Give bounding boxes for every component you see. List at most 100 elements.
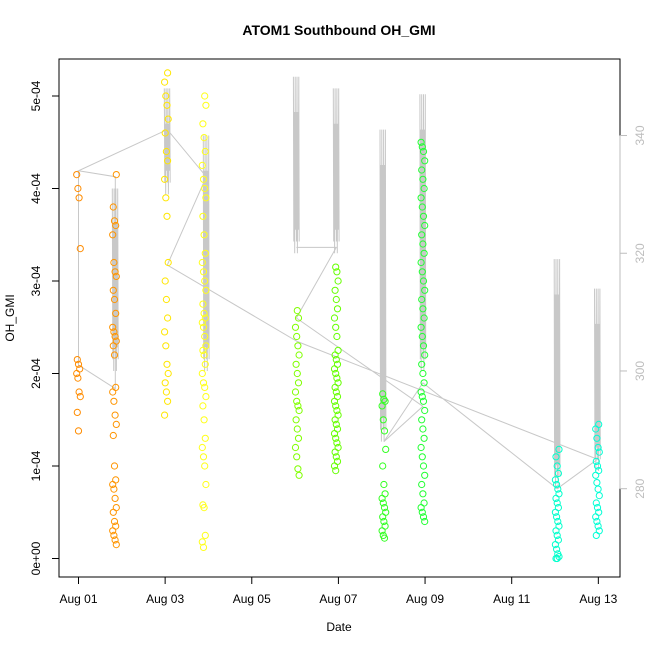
data-point — [593, 479, 601, 487]
data-point — [418, 480, 426, 489]
data-point — [201, 184, 209, 193]
data-point — [110, 531, 118, 540]
data-point — [333, 332, 341, 341]
data-point — [418, 453, 426, 461]
x-tick-label: Aug 01 — [59, 592, 97, 606]
data-point — [294, 314, 303, 322]
data-point — [418, 143, 426, 151]
data-point — [163, 212, 171, 220]
data-point — [379, 462, 387, 470]
y-tick-label: 3e-04 — [29, 265, 43, 296]
data-point — [109, 431, 117, 440]
data-point — [552, 453, 560, 461]
data-point — [380, 427, 389, 435]
data-point — [592, 471, 600, 479]
chart-title: ATOM1 Southbound OH_GMI — [242, 22, 435, 38]
data-point — [293, 453, 301, 461]
data-point — [332, 467, 340, 475]
data-point — [164, 258, 172, 267]
data-point — [421, 406, 429, 415]
data-point — [112, 309, 120, 317]
data-point — [164, 157, 172, 165]
data-point — [201, 383, 209, 391]
data-point — [551, 508, 560, 516]
data-point — [552, 527, 560, 535]
data-point — [112, 221, 120, 230]
data-point — [198, 319, 206, 327]
data-point — [199, 268, 208, 276]
temperature-spike — [594, 288, 601, 472]
data-point — [201, 531, 209, 540]
data-point — [112, 272, 120, 280]
data-point — [200, 231, 208, 239]
data-point — [295, 471, 303, 479]
data-point — [331, 448, 339, 456]
data-point — [198, 443, 206, 452]
data-point — [199, 346, 207, 354]
data-point — [73, 171, 81, 179]
data-point — [199, 120, 207, 128]
data-point — [420, 314, 428, 322]
data-point — [198, 258, 206, 267]
data-point — [332, 434, 340, 442]
data-point — [161, 129, 169, 137]
data-point — [330, 314, 339, 322]
temperature-path — [76, 128, 599, 490]
data-point — [73, 408, 81, 416]
data-point — [109, 286, 117, 294]
data-point — [593, 434, 601, 442]
data-point — [551, 541, 560, 549]
data-point — [109, 388, 117, 396]
data-point — [552, 494, 560, 502]
data-point — [110, 397, 118, 405]
data-point — [421, 157, 429, 165]
data-point — [164, 314, 172, 322]
data-point — [593, 517, 601, 526]
data-point — [553, 480, 561, 489]
data-point — [200, 309, 208, 317]
data-point — [110, 351, 119, 359]
data-point — [333, 268, 341, 276]
data-point — [417, 194, 425, 202]
data-point — [162, 342, 170, 350]
data-point — [418, 508, 426, 516]
data-point — [111, 268, 119, 276]
data-point — [380, 517, 388, 526]
y-axis-label: OH_GMI — [3, 294, 17, 341]
data-point — [334, 346, 342, 354]
data-point — [553, 513, 561, 521]
data-point — [161, 411, 169, 419]
data-point — [419, 277, 428, 285]
data-point — [109, 203, 117, 211]
data-point — [419, 342, 428, 350]
data-point — [162, 194, 170, 202]
data-point — [418, 203, 426, 211]
data-point — [292, 360, 300, 368]
data-point — [161, 277, 169, 285]
data-point — [418, 393, 426, 401]
data-point — [200, 416, 208, 424]
data-point — [380, 534, 389, 542]
data-point — [74, 360, 83, 368]
data-point — [553, 499, 561, 507]
y-tick-label: 2e-04 — [29, 358, 43, 389]
data-point — [109, 527, 117, 535]
x-tick-label: Aug 11 — [493, 592, 530, 606]
data-point — [163, 360, 171, 368]
data-point — [332, 263, 340, 271]
data-point — [291, 443, 300, 452]
data-point — [294, 342, 302, 350]
data-point — [417, 443, 425, 452]
data-point — [111, 494, 119, 502]
data-point — [421, 351, 429, 359]
data-point — [553, 462, 561, 470]
data-point — [419, 147, 428, 156]
data-point — [592, 457, 600, 465]
data-point — [291, 388, 300, 396]
data-point — [592, 531, 600, 540]
data-point — [201, 249, 209, 257]
data-point — [198, 538, 206, 546]
data-point — [109, 342, 117, 350]
data-point — [380, 480, 388, 489]
